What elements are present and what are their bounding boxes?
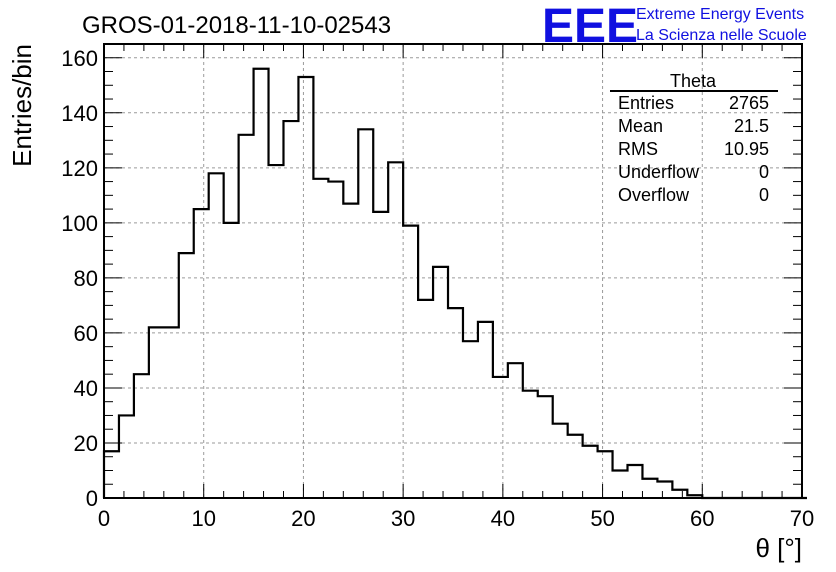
stats-row-label: Underflow: [618, 162, 700, 182]
grid-lines: [104, 44, 802, 498]
histogram-bin: [523, 391, 538, 498]
histogram-bin: [224, 223, 239, 498]
x-axis-title: θ [°]: [755, 533, 802, 563]
histogram-bin: [194, 209, 209, 498]
histogram-bin: [598, 451, 613, 498]
histogram-bin: [239, 135, 254, 498]
stats-row-value: 0: [759, 162, 769, 182]
x-tick-label: 30: [391, 506, 415, 531]
histogram-bin: [343, 204, 358, 498]
stats-row-value: 21.5: [734, 116, 769, 136]
histogram-bin: [283, 121, 298, 498]
stats-row-value: 10.95: [724, 139, 769, 159]
x-tick-label: 0: [98, 506, 110, 531]
histogram-bin: [119, 415, 134, 498]
histogram-bin: [328, 182, 343, 498]
histogram-bin: [433, 267, 448, 498]
histogram-bin: [388, 162, 403, 498]
x-tick-label: 70: [790, 506, 814, 531]
histogram-bin: [463, 341, 478, 498]
x-tick-label: 40: [491, 506, 515, 531]
logo-line-1: Extreme Energy Events: [636, 6, 804, 23]
histogram-bin: [448, 308, 463, 498]
histogram-bin: [179, 253, 194, 498]
histogram-bin: [583, 446, 598, 498]
x-tick-label: 10: [191, 506, 215, 531]
x-tick-label: 20: [291, 506, 315, 531]
histogram-outline: [102, 67, 807, 500]
histogram-bin: [358, 129, 373, 498]
axis-ticks: [103, 43, 803, 499]
histogram-bin: [553, 424, 568, 498]
histogram-bin: [672, 490, 687, 498]
x-tick-label: 50: [590, 506, 614, 531]
y-tick-label: 100: [61, 211, 98, 236]
histogram-bin: [209, 173, 224, 498]
stats-row-label: Mean: [618, 116, 663, 136]
stats-rows: Entries 2765 Mean 21.5 RMS 10.95 Underflow 0 Ove…: [618, 93, 769, 205]
stats-row-label: Entries: [618, 93, 674, 113]
plot-frame: [103, 43, 803, 499]
histogram-bin: [149, 327, 164, 498]
histogram-bin: [373, 212, 388, 498]
y-tick-label: 40: [74, 376, 98, 401]
logo-mark: EEE: [542, 0, 638, 53]
y-tick-label: 80: [74, 266, 98, 291]
histogram-bin: [269, 165, 284, 498]
stats-row-value: 0: [759, 185, 769, 205]
histogram-bin: [104, 451, 119, 498]
logo-line-2: La Scienza nelle Scuole: [636, 27, 807, 44]
histogram-bin: [508, 363, 523, 498]
y-tick-label: 0: [86, 486, 98, 511]
y-tick-label: 60: [74, 321, 98, 346]
histogram-bin: [628, 465, 643, 498]
y-tick-label: 20: [74, 431, 98, 456]
histogram-bin: [164, 327, 179, 498]
y-axis-title: Entries/bin: [7, 44, 37, 167]
histogram-bin: [134, 374, 149, 498]
histogram-bin: [538, 396, 553, 498]
chart-title: GROS-01-2018-11-10-02543: [82, 12, 391, 39]
histogram-bin: [657, 481, 672, 498]
histogram-bin: [313, 179, 328, 498]
eee-logo: EEE Extreme Energy Events La Scienza nel…: [542, 0, 807, 53]
histogram-bin: [403, 226, 418, 498]
x-tick-label: 60: [690, 506, 714, 531]
stats-row-label: RMS: [618, 139, 658, 159]
stats-box-name: Theta: [670, 71, 717, 91]
histogram-bin: [478, 322, 493, 498]
y-tick-label: 160: [61, 46, 98, 71]
histogram-bin: [642, 479, 657, 498]
histogram-bin: [613, 470, 628, 498]
histogram-bars: [102, 67, 807, 500]
stats-box: Theta Entries 2765 Mean 21.5 RMS 10.95 Underfl…: [610, 71, 778, 205]
histogram-bin: [298, 77, 313, 498]
histogram-bin: [254, 69, 269, 498]
histogram-bin: [493, 377, 508, 498]
histogram-bin: [568, 435, 583, 498]
histogram-bin: [418, 300, 433, 498]
y-tick-label: 120: [61, 156, 98, 181]
tick-labels: 0 10 20 30 40 50 60 70 0 20 40 60 80 100 120 140 160: [61, 46, 814, 531]
y-tick-label: 140: [61, 101, 98, 126]
stats-row-label: Overflow: [618, 185, 690, 205]
stats-row-value: 2765: [729, 93, 769, 113]
